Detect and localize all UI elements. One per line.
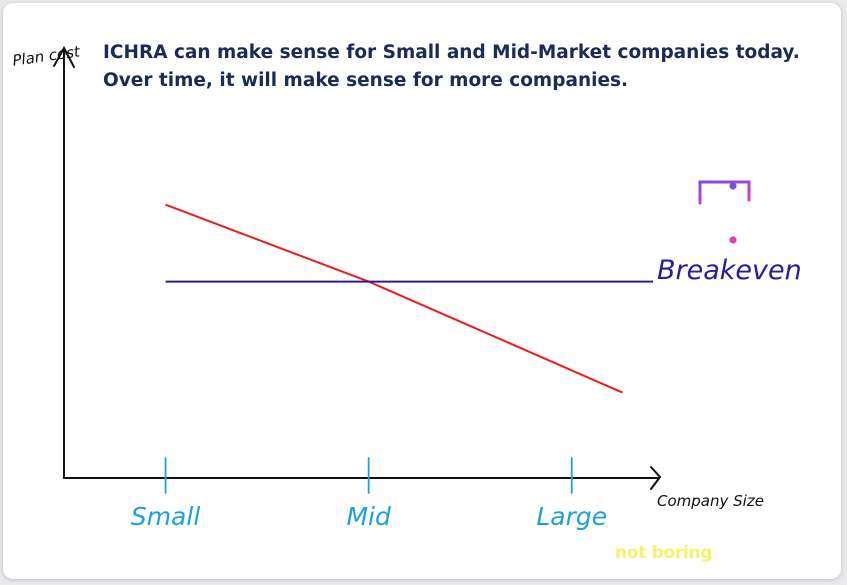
- category-labels: Small Mid Large: [131, 502, 607, 531]
- breakeven-label: Breakeven: [657, 255, 802, 286]
- series-layer: [165, 203, 653, 394]
- x-axis-arrow: [650, 466, 662, 490]
- category-label-large: Large: [536, 502, 607, 531]
- headline: ICHRA can make sense for Small and Mid-M…: [103, 39, 823, 95]
- y-axis-arrow: [53, 45, 75, 68]
- chart: Small Mid Large Plan cost Company Size Bre…: [11, 42, 802, 531]
- watermark: not boring: [615, 543, 713, 563]
- y-axis-label-text: Plan cost: [11, 42, 82, 69]
- x-axis-label: Company Size: [657, 492, 764, 510]
- headline-line-1: ICHRA can make sense for Small and Mid-M…: [103, 42, 800, 63]
- chart-card: Small Mid Large Plan cost Company Size Bre…: [3, 3, 841, 579]
- category-label-small: Small: [131, 502, 200, 531]
- category-label-mid: Mid: [346, 502, 391, 531]
- y-axis-label: Plan cost: [11, 42, 82, 69]
- axes: [53, 45, 662, 490]
- plan-cost-line: [165, 203, 623, 394]
- x-axis-label-text: Company Size: [657, 492, 764, 510]
- headline-line-2: Over time, it will make sense for more c…: [103, 70, 629, 91]
- t-circuit-logo-icon: [698, 180, 751, 247]
- x-ticks: [164, 457, 573, 494]
